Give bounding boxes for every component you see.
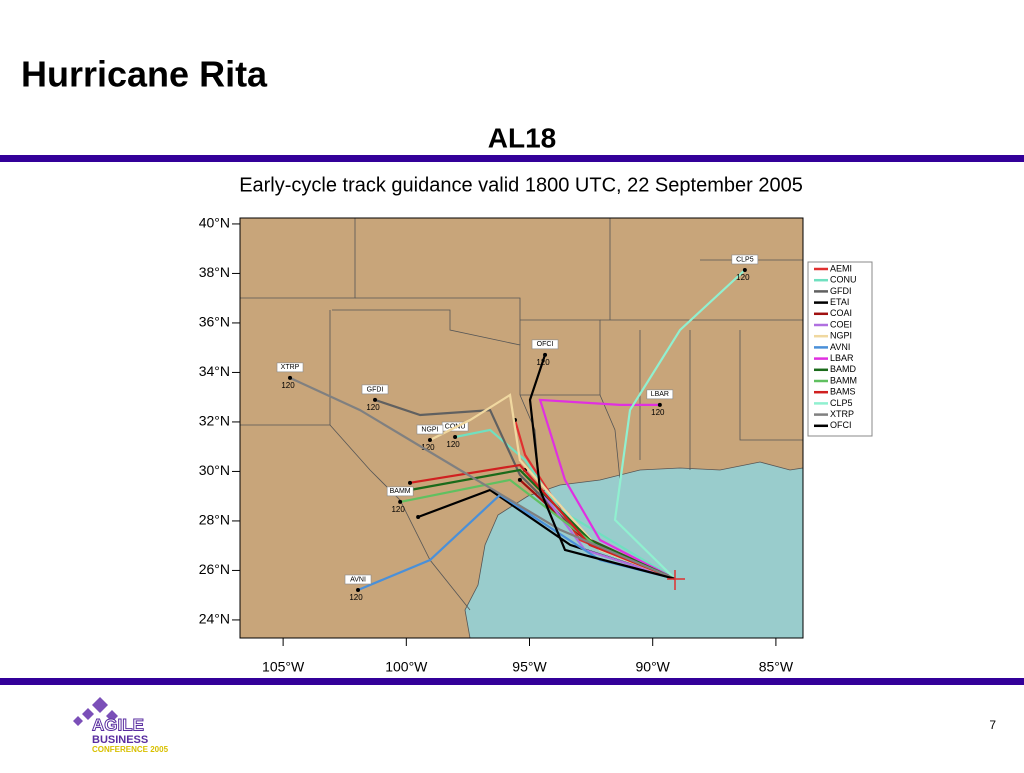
logo-text: BUSINESS [92, 734, 148, 746]
track-end [427, 438, 432, 443]
tag-text: XTRP [281, 364, 300, 371]
chart-title: AL18 [488, 122, 556, 153]
track-end [288, 375, 293, 380]
tracks: CONU120GFDI120NGPI120AVNI120LBAR120BAMM1… [276, 254, 759, 602]
track-end [517, 477, 522, 482]
x-tick-label: 95°W [512, 659, 547, 675]
legend-label: BAMD [830, 364, 857, 374]
map-frame [239, 217, 804, 639]
y-tick-label: 36°N [199, 314, 230, 330]
track-tag: BAMM 120 [386, 486, 414, 514]
track-tag: GFDI 120 [361, 384, 389, 412]
track-tag: AVNI 120 [344, 574, 372, 602]
tag-box [361, 384, 389, 395]
tag-text: GFDI [367, 386, 384, 393]
tag-box [344, 574, 372, 585]
y-tick-label: 32°N [199, 413, 230, 429]
track-end [408, 480, 413, 485]
tag-text: NGPI [421, 426, 438, 433]
track-line [613, 269, 746, 580]
track-line [454, 428, 676, 580]
track-end [453, 435, 458, 440]
y-tick-label: 38°N [199, 264, 230, 280]
track-end [398, 499, 403, 504]
track-tag: NGPI 120 [416, 424, 444, 452]
tag-hour: 120 [446, 440, 460, 449]
legend-label: BAMS [830, 387, 856, 397]
logo-text: AGILE [92, 715, 144, 734]
logo: AGILE BUSINESS CONFERENCE 2005 [73, 697, 169, 754]
y-tick-label: 28°N [199, 512, 230, 528]
tag-hour: 120 [349, 593, 363, 602]
y-tick-label: 30°N [199, 462, 230, 478]
tag-text: LBAR [651, 391, 669, 398]
tag-hour: 120 [651, 408, 665, 417]
tag-text: OFCI [537, 341, 554, 348]
track-end [416, 514, 421, 519]
y-tick-label: 24°N [199, 611, 230, 627]
legend-label: OFCI [830, 420, 852, 430]
map-subtitle: Early-cycle track guidance valid 1800 UT… [239, 174, 803, 196]
track-line [538, 398, 676, 580]
legend-label: CONU [830, 275, 857, 285]
y-tick-label: 26°N [199, 561, 230, 577]
slide-title: Hurricane Rita [21, 54, 268, 95]
track-tag: CLP5 120 [731, 254, 759, 282]
x-tick-label: 90°W [636, 659, 671, 675]
x-tick-label: 105°W [262, 659, 305, 675]
legend-label: AVNI [830, 342, 850, 352]
legend-label: CLP5 [830, 398, 853, 408]
tag-hour: 120 [366, 403, 380, 412]
tag-box [276, 362, 304, 373]
top-rule [0, 155, 1024, 162]
legend-label: LBAR [830, 353, 854, 363]
x-tick-label: 100°W [385, 659, 428, 675]
track-end [543, 352, 548, 357]
legend-label: GFDI [830, 286, 852, 296]
legend-label: XTRP [830, 409, 854, 419]
track-end [373, 397, 378, 402]
x-tick-label: 85°W [759, 659, 794, 675]
tag-text: BAMM [390, 488, 411, 495]
bottom-rule [0, 678, 1024, 685]
tag-text: AVNI [350, 576, 366, 583]
track-tag: XTRP 120 [276, 362, 304, 390]
tag-box [531, 339, 559, 350]
tag-text: CLP5 [736, 256, 754, 263]
tag-hour: 120 [281, 381, 295, 390]
tag-hour: 120 [391, 505, 405, 514]
legend-label: NGPI [830, 331, 852, 341]
page-number: 7 [989, 718, 996, 732]
tag-box [646, 389, 674, 400]
track-line [528, 354, 676, 580]
legend-label: BAMM [830, 375, 857, 385]
tag-box [386, 486, 414, 497]
tag-hour: 120 [736, 273, 750, 282]
tag-box [731, 254, 759, 265]
storm-position [667, 570, 685, 590]
logo-text: CONFERENCE 2005 [92, 745, 169, 754]
tag-box [416, 424, 444, 435]
legend-label: AEMI [830, 263, 852, 273]
track-tag: OFCI 120 [531, 339, 559, 367]
track-end [742, 267, 747, 272]
legend-label: COEI [830, 319, 852, 329]
legend-label: COAI [830, 308, 852, 318]
track-tag: LBAR 120 [646, 389, 674, 417]
track-line [289, 376, 676, 580]
tag-hour: 120 [536, 358, 550, 367]
logo-mark [73, 697, 118, 726]
tag-hour: 120 [421, 443, 435, 452]
legend-label: ETAI [830, 297, 849, 307]
y-tick-label: 34°N [199, 363, 230, 379]
y-tick-label: 40°N [199, 215, 230, 231]
track-end [657, 402, 662, 407]
track-end [356, 587, 361, 592]
map: CONU 120 GFDI 120 NGPI 120 AVNI 120 LBAR 120 BAMM 1… [239, 217, 873, 639]
